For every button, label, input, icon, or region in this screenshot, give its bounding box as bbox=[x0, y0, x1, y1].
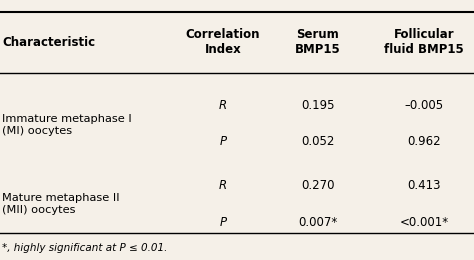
Text: Follicular
fluid BMP15: Follicular fluid BMP15 bbox=[384, 28, 464, 56]
Text: –0.005: –0.005 bbox=[405, 99, 444, 112]
Text: Immature metaphase I
(MI) oocytes: Immature metaphase I (MI) oocytes bbox=[2, 114, 132, 136]
Text: 0.413: 0.413 bbox=[408, 179, 441, 192]
Text: Mature metaphase II
(MII) oocytes: Mature metaphase II (MII) oocytes bbox=[2, 193, 120, 215]
Text: *, highly significant at P ≤ 0.01.: *, highly significant at P ≤ 0.01. bbox=[2, 243, 168, 253]
Text: R: R bbox=[219, 99, 227, 112]
Text: Serum
BMP15: Serum BMP15 bbox=[295, 28, 340, 56]
Text: P: P bbox=[219, 216, 227, 229]
Text: 0.052: 0.052 bbox=[301, 135, 334, 148]
Text: 0.962: 0.962 bbox=[408, 135, 441, 148]
Text: 0.195: 0.195 bbox=[301, 99, 334, 112]
Text: 0.270: 0.270 bbox=[301, 179, 334, 192]
Text: 0.007*: 0.007* bbox=[298, 216, 337, 229]
Text: <0.001*: <0.001* bbox=[400, 216, 449, 229]
Text: Correlation
Index: Correlation Index bbox=[185, 28, 260, 56]
Text: P: P bbox=[219, 135, 227, 148]
Text: R: R bbox=[219, 179, 227, 192]
Text: Characteristic: Characteristic bbox=[2, 36, 95, 49]
